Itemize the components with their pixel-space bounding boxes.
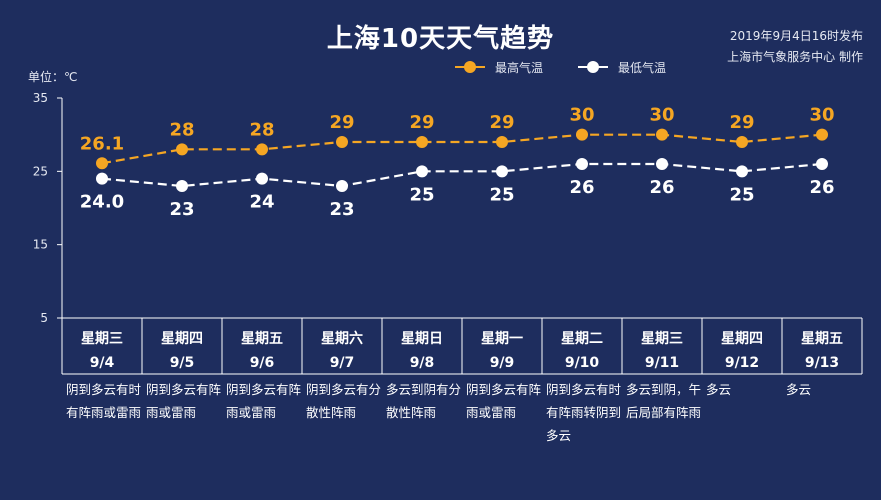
x-tick-weekday: 星期五 (241, 331, 283, 347)
data-point-high (656, 128, 668, 141)
y-tick-label: 25 (33, 164, 48, 178)
weather-description: 多云 (706, 382, 732, 397)
data-point-low (416, 165, 428, 178)
data-label-high: 29 (489, 112, 514, 133)
x-tick-weekday: 星期三 (641, 331, 683, 347)
data-label-high: 30 (649, 105, 674, 126)
y-tick-label: 5 (40, 311, 48, 325)
data-label-low: 26 (649, 177, 674, 198)
weather-description: 多云 (786, 382, 812, 397)
x-tick-date: 9/13 (805, 355, 839, 371)
weather-description: 多云到阴，午后局部有阵雨 (626, 382, 702, 420)
data-point-low (736, 165, 748, 178)
data-label-high: 30 (569, 105, 594, 126)
x-tick-date: 9/12 (725, 355, 759, 371)
data-label-low: 24 (249, 192, 274, 213)
weather-description: 阴到多云有阵雨或雷雨 (466, 382, 542, 420)
y-tick-label: 15 (33, 238, 48, 252)
data-point-low (496, 165, 508, 178)
x-tick-date: 9/5 (170, 355, 195, 371)
x-tick-weekday: 星期二 (561, 331, 603, 347)
data-label-low: 23 (169, 199, 194, 220)
data-point-high (96, 157, 108, 170)
data-point-low (256, 172, 268, 185)
data-point-low (656, 158, 668, 170)
x-tick-weekday: 星期六 (321, 330, 363, 347)
series-line-low (101, 162, 823, 188)
data-label-low: 24.0 (80, 192, 124, 213)
weather-description: 阴到多云有时有阵雨转阴到多云 (546, 382, 622, 443)
x-tick-weekday: 星期四 (161, 331, 203, 347)
weather-description: 多云到阴有分散性阵雨 (386, 382, 462, 420)
data-label-low: 25 (409, 184, 434, 205)
x-tick-weekday: 星期四 (721, 331, 763, 347)
chart-title: 上海10天天气趋势 (326, 24, 555, 54)
publish-agency: 上海市气象服务中心 制作 (727, 50, 863, 64)
data-label-high: 28 (249, 119, 274, 140)
x-tick-date: 9/7 (330, 355, 355, 371)
x-tick-weekday: 星期日 (401, 331, 443, 347)
data-label-low: 23 (329, 199, 354, 220)
unit-label: 单位：℃ (28, 70, 78, 84)
data-point-high (176, 143, 188, 156)
x-tick-date: 9/6 (250, 355, 275, 371)
weather-description: 阴到多云有分散性阵雨 (306, 382, 382, 420)
data-point-high (336, 136, 348, 148)
data-label-low: 25 (489, 184, 514, 205)
data-point-low (96, 172, 108, 185)
data-label-high: 29 (409, 112, 434, 133)
data-label-low: 25 (729, 184, 754, 205)
data-point-low (176, 180, 188, 192)
data-label-low: 26 (569, 177, 594, 198)
data-point-high (576, 128, 588, 141)
legend-label-high: 最高气温 (495, 61, 544, 75)
data-label-high: 26.1 (80, 133, 124, 154)
x-tick-weekday: 星期三 (81, 331, 123, 347)
legend-label-low: 最低气温 (618, 61, 667, 75)
publish-info: 2019年9月4日16时发布 上海市气象服务中心 制作 (727, 26, 863, 68)
x-tick-date: 9/4 (90, 355, 115, 371)
data-label-high: 30 (809, 105, 834, 126)
data-point-high (736, 136, 748, 148)
data-point-high (256, 143, 268, 156)
x-tick-date: 9/9 (490, 355, 515, 371)
data-label-high: 28 (169, 119, 194, 140)
x-tick-date: 9/11 (645, 355, 679, 371)
x-tick-weekday: 星期五 (801, 331, 843, 347)
data-point-low (336, 180, 348, 192)
data-label-high: 29 (329, 112, 354, 133)
y-tick-label: 35 (33, 91, 48, 105)
weather-description: 阴到多云有阵雨或雷雨 (146, 382, 222, 420)
legend-marker-high (464, 61, 476, 73)
data-point-high (496, 136, 508, 148)
x-tick-date: 9/10 (565, 355, 600, 371)
x-tick-date: 9/8 (410, 355, 435, 371)
series-line-high (101, 133, 823, 165)
publish-time: 2019年9月4日16时发布 (729, 29, 863, 43)
data-label-low: 26 (809, 177, 834, 198)
weather-description: 阴到多云有阵雨或雷雨 (226, 382, 302, 420)
legend-marker-low (587, 61, 599, 73)
data-point-low (816, 158, 828, 170)
weather-description: 阴到多云有时有阵雨或雷雨 (66, 382, 142, 420)
data-point-low (576, 158, 588, 170)
data-point-high (416, 136, 428, 148)
data-label-high: 29 (729, 112, 754, 133)
data-point-high (816, 128, 828, 141)
x-tick-weekday: 星期一 (481, 331, 523, 347)
